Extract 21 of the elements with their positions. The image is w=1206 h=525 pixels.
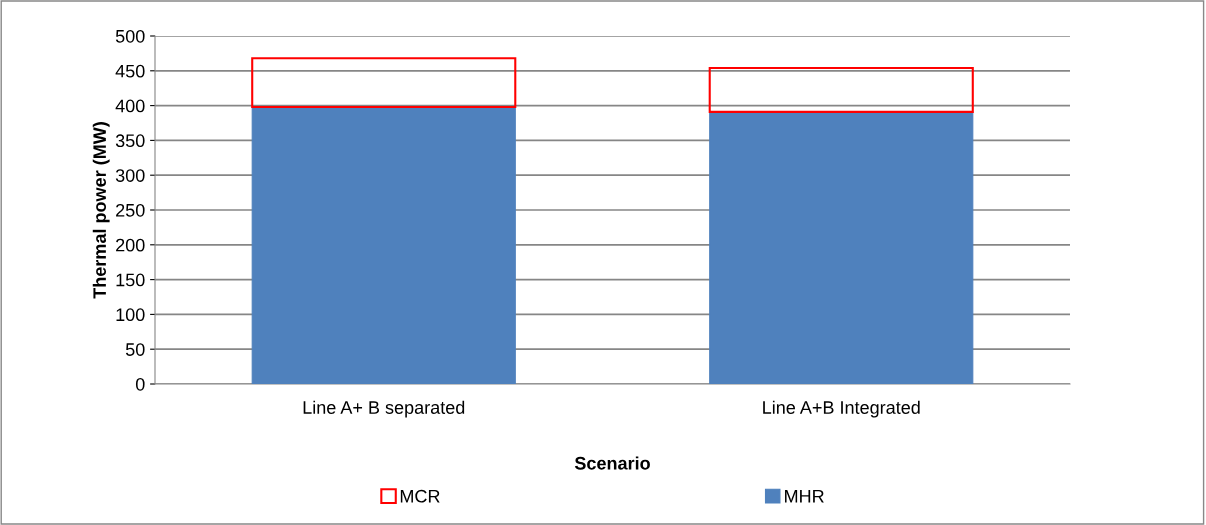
x-tick-label: Line A+B Integrated bbox=[763, 400, 920, 418]
y-tick-label: 150 bbox=[116, 273, 145, 287]
x-axis-title: Scenario bbox=[574, 456, 650, 470]
bar bbox=[708, 66, 974, 113]
y-axis-title: Thermal power (MW) bbox=[92, 122, 110, 299]
x-tick-label: Line A+ B separated bbox=[303, 400, 465, 418]
y-tick-label: 200 bbox=[116, 238, 145, 252]
bar bbox=[251, 57, 517, 109]
bar bbox=[709, 111, 974, 384]
y-tick-label: 250 bbox=[116, 203, 145, 217]
y-tick-label: 400 bbox=[115, 99, 145, 113]
y-tick-label: 50 bbox=[125, 343, 145, 356]
y-tick-label: 350 bbox=[115, 134, 145, 148]
y-tick-label: 450 bbox=[115, 64, 145, 78]
legend-label: MHR bbox=[785, 489, 824, 503]
y-tick-label: 300 bbox=[115, 169, 145, 182]
bar bbox=[251, 106, 516, 384]
y-tick-label: 500 bbox=[115, 29, 145, 43]
legend-label: MCR bbox=[400, 489, 440, 503]
y-tick-label: 100 bbox=[116, 308, 145, 322]
y-tick-label: 0 bbox=[135, 377, 145, 391]
